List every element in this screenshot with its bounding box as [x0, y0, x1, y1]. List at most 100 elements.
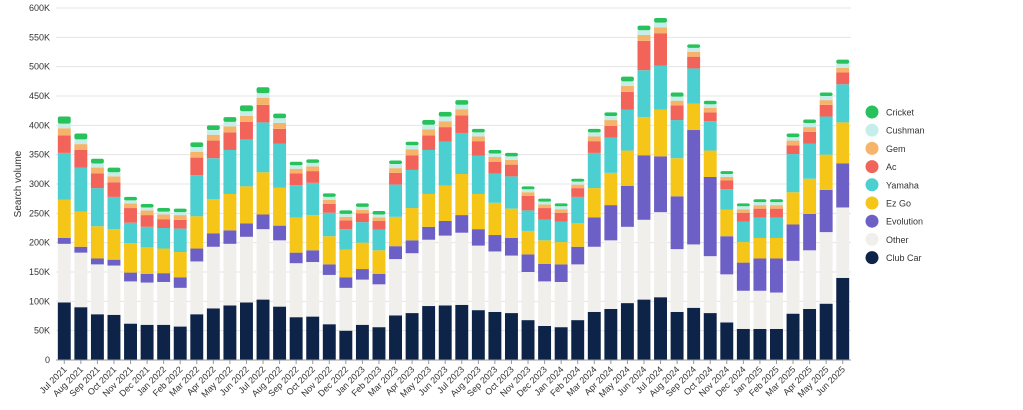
bar-segment-gem[interactable]	[140, 210, 154, 216]
bar-segment-cushman[interactable]	[654, 22, 667, 28]
bar-segment-cricket[interactable]	[273, 113, 287, 119]
bar-segment-evolution[interactable]	[604, 205, 618, 241]
bar-segment-cricket[interactable]	[289, 161, 303, 166]
bar-segment-other[interactable]	[753, 290, 767, 329]
bar-segment-other[interactable]	[604, 240, 618, 309]
bar-segment-evolution[interactable]	[372, 273, 386, 285]
bar-segment-evolution[interactable]	[637, 155, 651, 220]
bar-segment-cushman[interactable]	[786, 137, 800, 141]
bar-segment-ez-go[interactable]	[770, 237, 783, 259]
bar-segment-club-car[interactable]	[554, 327, 568, 360]
bar-segment-other[interactable]	[372, 284, 386, 328]
bar-segment-yamaha[interactable]	[256, 122, 270, 173]
bar-segment-yamaha[interactable]	[190, 175, 204, 217]
bar-segment-cushman[interactable]	[422, 124, 436, 130]
bar-segment-evolution[interactable]	[438, 220, 452, 236]
legend-item-yamaha[interactable]: Yamaha	[865, 178, 919, 192]
bar-segment-yamaha[interactable]	[604, 137, 618, 173]
bar-segment-club-car[interactable]	[720, 322, 734, 360]
bar-segment-yamaha[interactable]	[273, 143, 287, 188]
bar-segment-ac[interactable]	[405, 155, 419, 170]
bar-segment-ac[interactable]	[90, 173, 104, 189]
bar-segment-gem[interactable]	[223, 126, 237, 133]
bar-segment-ac[interactable]	[206, 140, 220, 159]
bar-segment-cushman[interactable]	[173, 212, 187, 216]
bar-segment-other[interactable]	[405, 253, 419, 314]
bar-segment-evolution[interactable]	[753, 258, 767, 291]
bar-segment-ac[interactable]	[703, 112, 717, 122]
bar-segment-gem[interactable]	[770, 205, 783, 209]
bar-segment-ez-go[interactable]	[687, 103, 701, 131]
bar-segment-yamaha[interactable]	[422, 149, 436, 194]
bar-segment-club-car[interactable]	[107, 314, 121, 360]
bar-segment-cricket[interactable]	[405, 141, 419, 146]
bar-segment-cricket[interactable]	[322, 193, 336, 197]
bar-segment-club-car[interactable]	[57, 302, 71, 360]
bar-segment-other[interactable]	[240, 236, 253, 303]
bar-segment-gem[interactable]	[57, 128, 71, 136]
bar-segment-yamaha[interactable]	[372, 229, 386, 251]
bar-segment-yamaha[interactable]	[389, 184, 402, 217]
bar-segment-club-car[interactable]	[322, 324, 336, 360]
bar-segment-gem[interactable]	[471, 136, 485, 142]
bar-segment-yamaha[interactable]	[488, 173, 502, 203]
bar-segment-cricket[interactable]	[836, 59, 850, 64]
bar-segment-club-car[interactable]	[488, 311, 502, 360]
bar-segment-cricket[interactable]	[554, 203, 568, 207]
bar-segment-yamaha[interactable]	[223, 149, 237, 194]
bar-segment-gem[interactable]	[190, 151, 204, 158]
bar-segment-evolution[interactable]	[455, 215, 469, 233]
bar-segment-yamaha[interactable]	[140, 226, 154, 248]
bar-segment-ac[interactable]	[273, 128, 287, 144]
bar-segment-evolution[interactable]	[819, 189, 833, 233]
bar-segment-gem[interactable]	[256, 97, 270, 105]
bar-segment-club-car[interactable]	[124, 323, 137, 360]
bar-segment-yamaha[interactable]	[819, 116, 833, 155]
bar-segment-ac[interactable]	[753, 208, 767, 218]
bar-segment-ac[interactable]	[654, 33, 667, 66]
bar-segment-ac[interactable]	[173, 219, 187, 229]
bar-segment-ez-go[interactable]	[703, 150, 717, 177]
bar-segment-ac[interactable]	[587, 141, 601, 153]
bar-segment-evolution[interactable]	[538, 263, 552, 282]
bar-segment-ac[interactable]	[124, 208, 137, 223]
bar-segment-ac[interactable]	[819, 104, 833, 117]
bar-segment-club-car[interactable]	[587, 311, 601, 360]
bar-segment-yamaha[interactable]	[538, 219, 552, 241]
bar-segment-ac[interactable]	[488, 161, 502, 174]
bar-segment-cushman[interactable]	[90, 163, 104, 168]
bar-segment-evolution[interactable]	[471, 229, 485, 246]
bar-segment-other[interactable]	[74, 252, 88, 308]
bar-segment-cricket[interactable]	[786, 133, 800, 138]
bar-segment-other[interactable]	[289, 263, 303, 318]
bar-segment-evolution[interactable]	[289, 252, 303, 264]
bar-segment-club-car[interactable]	[637, 299, 651, 360]
bar-segment-club-car[interactable]	[736, 328, 750, 360]
bar-segment-club-car[interactable]	[505, 313, 518, 360]
bar-segment-other[interactable]	[521, 272, 535, 321]
bar-segment-yamaha[interactable]	[57, 152, 71, 200]
bar-segment-evolution[interactable]	[505, 237, 518, 256]
bar-segment-cricket[interactable]	[306, 159, 320, 163]
bar-segment-ez-go[interactable]	[273, 187, 287, 226]
bar-segment-cushman[interactable]	[554, 206, 568, 210]
bar-segment-cricket[interactable]	[505, 152, 518, 157]
bar-segment-yamaha[interactable]	[505, 176, 518, 209]
bar-segment-gem[interactable]	[206, 134, 220, 141]
bar-segment-gem[interactable]	[438, 121, 452, 128]
bar-segment-yamaha[interactable]	[90, 188, 104, 227]
bar-segment-other[interactable]	[389, 259, 402, 316]
bar-segment-yamaha[interactable]	[753, 217, 767, 238]
bar-segment-yamaha[interactable]	[687, 68, 701, 104]
bar-segment-club-car[interactable]	[687, 307, 701, 360]
bar-segment-evolution[interactable]	[90, 258, 104, 265]
bar-segment-evolution[interactable]	[803, 213, 817, 251]
bar-segment-cricket[interactable]	[223, 117, 237, 122]
bar-segment-gem[interactable]	[786, 140, 800, 146]
bar-segment-ac[interactable]	[620, 91, 634, 110]
bar-segment-cricket[interactable]	[173, 208, 187, 213]
bar-segment-club-car[interactable]	[256, 299, 270, 360]
bar-segment-evolution[interactable]	[339, 277, 353, 288]
bar-segment-ez-go[interactable]	[587, 188, 601, 218]
bar-segment-cricket[interactable]	[372, 210, 386, 215]
